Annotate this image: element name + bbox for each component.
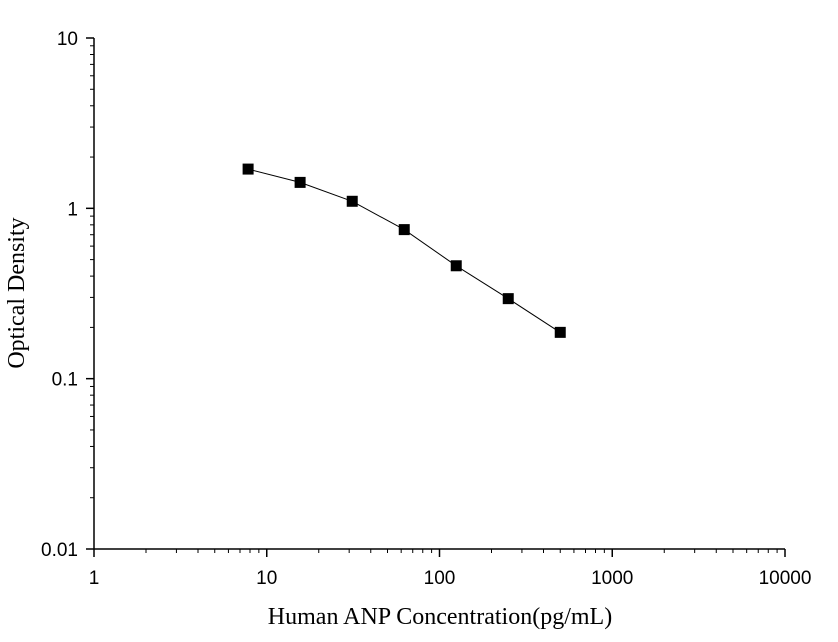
data-point — [450, 260, 462, 272]
series-line — [247, 168, 561, 333]
data-point — [554, 326, 566, 338]
x-tick-label: 1000 — [591, 568, 633, 589]
data-point — [242, 163, 254, 175]
y-tick-label: 10 — [57, 29, 78, 50]
x-major-ticks — [93, 549, 786, 557]
y-tick-labels: 0.01 0.1 1 10 — [41, 29, 78, 561]
x-tick-label: 10 — [256, 568, 277, 589]
y-tick-label: 1 — [67, 199, 78, 220]
x-axis-title: Human ANP Concentration(pg/mL) — [268, 604, 612, 630]
y-major-ticks — [86, 37, 94, 550]
data-point — [398, 224, 410, 236]
y-tick-label: 0.1 — [52, 370, 78, 391]
y-tick-label: 0.01 — [41, 540, 78, 561]
data-point — [502, 293, 514, 305]
series-points — [242, 163, 566, 338]
x-tick-label: 100 — [424, 568, 456, 589]
x-tick-labels: 1 10 100 1000 10000 — [89, 568, 812, 589]
x-tick-label: 10000 — [759, 568, 812, 589]
data-point — [294, 176, 306, 188]
data-point — [346, 195, 358, 207]
x-tick-label: 1 — [89, 568, 100, 589]
y-axis-title: Optical Density — [4, 217, 30, 368]
